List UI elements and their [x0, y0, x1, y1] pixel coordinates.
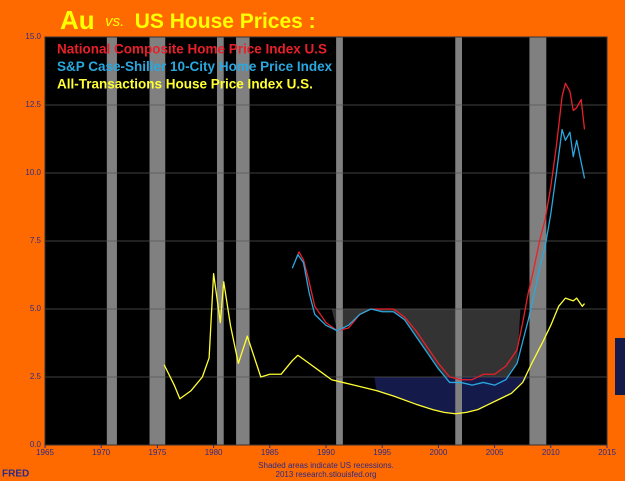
plot-frame	[44, 36, 608, 446]
title-part: vs.	[105, 13, 124, 30]
note: Shaded areas indicate US recessions.	[258, 461, 394, 470]
y-tick-label: 0.0	[30, 440, 42, 449]
series-line	[163, 272, 586, 415]
x-tick-label: 1995	[373, 448, 391, 457]
chart-title: Au vs. US House Prices :	[60, 5, 316, 35]
x-tick-label: 1990	[317, 448, 335, 457]
shaded-region	[331, 309, 521, 386]
y-tick-label: 7.5	[30, 236, 42, 245]
note: 2013 research.stlouisfed.org	[276, 470, 377, 479]
y-tick-label: 5.0	[30, 304, 42, 313]
y-tick-label: 2.5	[30, 372, 42, 381]
x-tick-label: 1975	[149, 448, 167, 457]
source-logo: FRED	[2, 469, 29, 480]
x-tick-label: 2000	[430, 448, 448, 457]
legend-entry: All-Transactions House Price Index U.S.	[57, 77, 313, 92]
y-tick-label: 12.5	[25, 100, 41, 109]
legend-entry: National Composite Home Price Index U.S	[57, 42, 327, 57]
legend-entry: S&P Case-Shiller 10-City Home Price Inde…	[57, 59, 333, 74]
x-tick-label: 2015	[598, 448, 616, 457]
series-line	[291, 128, 586, 386]
y-tick-label: 15.0	[25, 32, 41, 41]
x-tick-label: 1980	[205, 448, 223, 457]
y-tick-label: 10.0	[25, 168, 41, 177]
x-tick-label: 2005	[486, 448, 504, 457]
edge-block	[615, 338, 625, 395]
title-part: US House Prices :	[135, 10, 316, 33]
x-tick-label: 2010	[542, 448, 560, 457]
title-part: Au	[60, 5, 95, 35]
x-tick-label: 1965	[36, 448, 54, 457]
x-tick-label: 1985	[261, 448, 279, 457]
x-tick-label: 1970	[92, 448, 110, 457]
plot-area: National Composite Home Price Index U.S S…	[44, 36, 608, 448]
shaded-region	[374, 377, 531, 414]
series-line	[295, 82, 586, 381]
